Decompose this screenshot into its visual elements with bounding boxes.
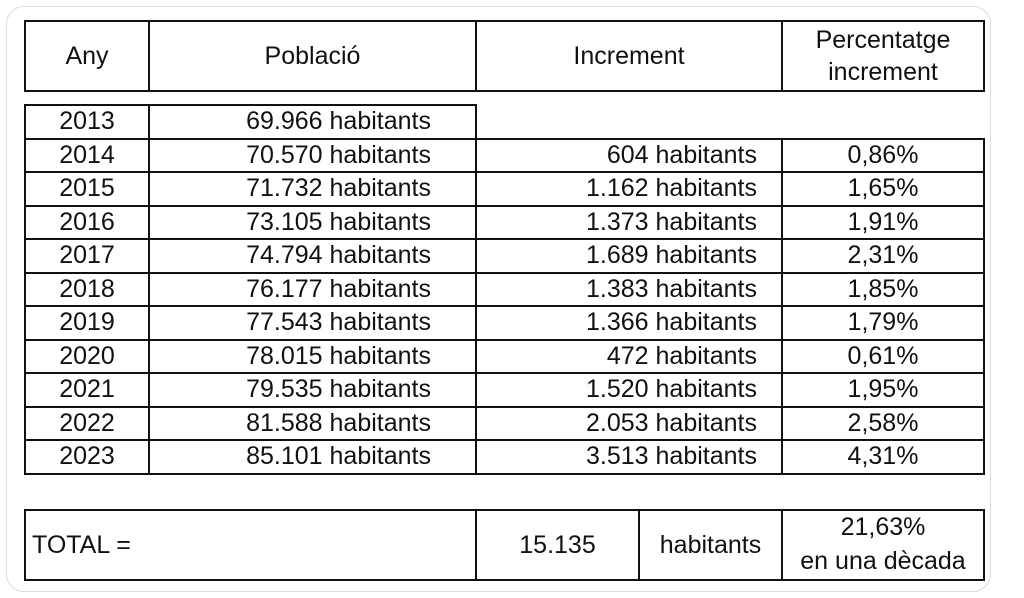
year-cell: 2017	[24, 238, 150, 274]
table-row: 2016 73.105 habitants 1.373 habitants 1,…	[24, 204, 985, 240]
header-table: Any Població Increment Percentatge incre…	[24, 20, 985, 92]
population-cell: 79.535 habitants	[148, 372, 477, 408]
percentage-cell: 0,61%	[781, 338, 985, 374]
increment-cell: 2.053 habitants	[475, 405, 783, 441]
percentage-cell: 4,31%	[781, 439, 985, 475]
population-cell: 81.588 habitants	[148, 405, 477, 441]
total-percentage-note: en una dècada	[800, 547, 966, 575]
population-cell: 85.101 habitants	[148, 439, 477, 475]
percentage-cell: 0,86%	[781, 137, 985, 173]
increment-cell: 3.513 habitants	[475, 439, 783, 475]
table-row: 2015 71.732 habitants 1.162 habitants 1,…	[24, 171, 985, 207]
year-cell: 2019	[24, 305, 150, 341]
total-unit: habitants	[638, 509, 783, 581]
percentage-cell: 1,95%	[781, 372, 985, 408]
increment-cell: 1.520 habitants	[475, 372, 783, 408]
increment-cell: 1.366 habitants	[475, 305, 783, 341]
year-cell: 2014	[24, 137, 150, 173]
year-cell: 2021	[24, 372, 150, 408]
table-row: 2023 85.101 habitants 3.513 habitants 4,…	[24, 439, 985, 475]
header-increment: Increment	[475, 20, 783, 92]
table-row: 2018 76.177 habitants 1.383 habitants 1,…	[24, 271, 985, 307]
total-label: TOTAL =	[24, 509, 477, 581]
total-percentage: 21,63% en una dècada	[781, 509, 985, 581]
header-percentage: Percentatge increment	[781, 20, 985, 92]
population-cell: 78.015 habitants	[148, 338, 477, 374]
total-table: TOTAL = 15.135 habitants 21,63% en una d…	[24, 509, 985, 581]
table-row: 2020 78.015 habitants 472 habitants 0,61…	[24, 338, 985, 374]
population-cell: 69.966 habitants	[148, 104, 477, 140]
percentage-cell-empty	[782, 105, 984, 140]
header-percentage-line1: Percentatge	[815, 25, 951, 54]
table-row: 2022 81.588 habitants 2.053 habitants 2,…	[24, 405, 985, 441]
table-row: 2021 79.535 habitants 1.520 habitants 1,…	[24, 372, 985, 408]
population-cell: 77.543 habitants	[148, 305, 477, 341]
table-row: 2019 77.543 habitants 1.366 habitants 1,…	[24, 305, 985, 341]
year-cell: 2022	[24, 405, 150, 441]
percentage-cell: 1,91%	[781, 204, 985, 240]
total-row: TOTAL = 15.135 habitants 21,63% en una d…	[24, 509, 985, 581]
increment-cell-empty	[475, 105, 782, 140]
increment-cell: 1.373 habitants	[475, 204, 783, 240]
year-cell: 2016	[24, 204, 150, 240]
population-cell: 71.732 habitants	[148, 171, 477, 207]
percentage-cell: 2,31%	[781, 238, 985, 274]
year-cell: 2013	[24, 104, 150, 140]
year-cell: 2020	[24, 338, 150, 374]
header-population: Població	[148, 20, 477, 92]
increment-cell: 1.383 habitants	[475, 271, 783, 307]
header-percentage-line2: increment	[828, 58, 938, 86]
percentage-cell: 1,65%	[781, 171, 985, 207]
table-row: 2017 74.794 habitants 1.689 habitants 2,…	[24, 238, 985, 274]
percentage-cell: 2,58%	[781, 405, 985, 441]
data-table: 2013 69.966 habitants 2014 70.570 habita…	[24, 104, 985, 475]
percentage-cell: 1,85%	[781, 271, 985, 307]
header-row: Any Població Increment Percentatge incre…	[24, 20, 985, 92]
increment-cell: 1.689 habitants	[475, 238, 783, 274]
increment-cell: 604 habitants	[475, 137, 783, 173]
percentage-cell: 1,79%	[781, 305, 985, 341]
year-cell: 2023	[24, 439, 150, 475]
population-cell: 76.177 habitants	[148, 271, 477, 307]
table-row: 2013 69.966 habitants	[24, 104, 984, 140]
population-cell: 74.794 habitants	[148, 238, 477, 274]
header-year: Any	[24, 20, 150, 92]
population-cell: 73.105 habitants	[148, 204, 477, 240]
total-percentage-value: 21,63%	[840, 513, 926, 542]
table-row: 2014 70.570 habitants 604 habitants 0,86…	[24, 137, 985, 173]
year-cell: 2018	[24, 271, 150, 307]
population-cell: 70.570 habitants	[148, 137, 477, 173]
total-value: 15.135	[475, 509, 640, 581]
increment-cell: 1.162 habitants	[475, 171, 783, 207]
increment-cell: 472 habitants	[475, 338, 783, 374]
year-cell: 2015	[24, 171, 150, 207]
